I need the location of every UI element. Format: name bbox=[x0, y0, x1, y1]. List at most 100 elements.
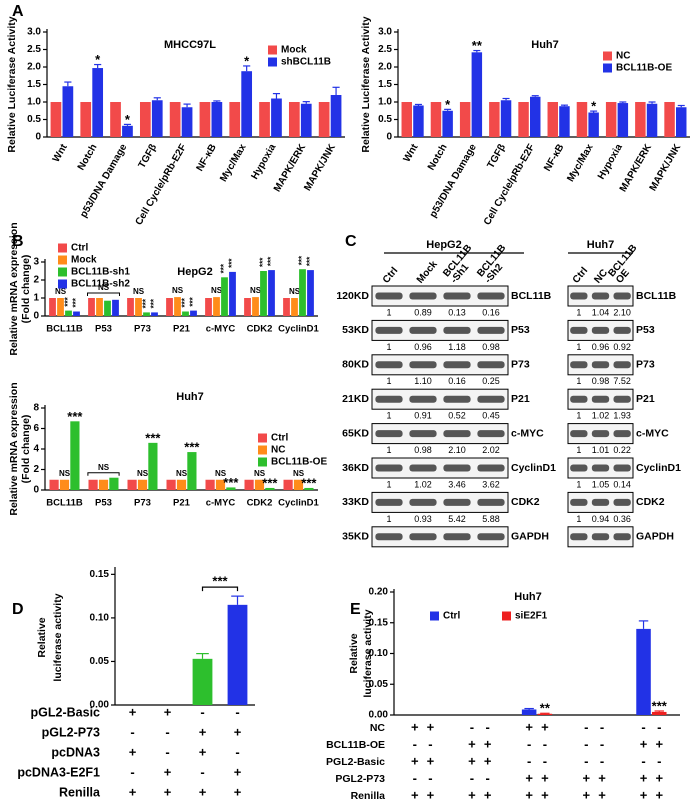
y-axis-label: (Fold change) bbox=[20, 415, 32, 484]
condition-mark: - bbox=[600, 719, 604, 734]
y-axis-label: luciferase activity bbox=[362, 609, 374, 697]
chart-title: Huh7 bbox=[531, 39, 559, 51]
bar bbox=[221, 277, 228, 316]
quantification: 1 bbox=[386, 411, 391, 421]
y-tick-label: 0 bbox=[386, 132, 392, 143]
band bbox=[613, 464, 631, 472]
bar bbox=[137, 479, 148, 490]
quantification: 1 bbox=[386, 376, 391, 386]
y-tick-label: 3.0 bbox=[27, 27, 41, 38]
band bbox=[591, 498, 610, 506]
quantification: 0.98 bbox=[414, 445, 432, 455]
bar bbox=[73, 311, 80, 316]
quantification: 1.18 bbox=[448, 342, 466, 352]
band bbox=[409, 326, 437, 334]
band bbox=[591, 395, 610, 403]
bar bbox=[166, 298, 173, 316]
band bbox=[477, 292, 505, 300]
condition-mark: - bbox=[657, 753, 661, 768]
band bbox=[613, 361, 631, 369]
bar bbox=[182, 311, 189, 316]
bar bbox=[605, 102, 617, 137]
condition-mark: - bbox=[527, 736, 531, 751]
significance: NS bbox=[137, 469, 149, 478]
quantification: 0.25 bbox=[482, 376, 500, 386]
bar bbox=[676, 107, 687, 137]
y-tick-label: 2.5 bbox=[27, 44, 41, 55]
x-tick-label: P21 bbox=[173, 498, 191, 509]
bar bbox=[127, 479, 137, 490]
band bbox=[570, 395, 588, 403]
significance: * bbox=[445, 97, 451, 112]
bar bbox=[636, 628, 651, 715]
bar bbox=[176, 479, 187, 490]
protein-label: P53 bbox=[511, 324, 530, 336]
condition-mark: - bbox=[235, 744, 239, 759]
y-tick-label: 1.0 bbox=[378, 97, 392, 108]
bar bbox=[229, 102, 241, 137]
condition-mark: - bbox=[584, 736, 588, 751]
significance: * bbox=[125, 112, 131, 127]
y-tick-label: 0 bbox=[33, 485, 39, 496]
quantification: 5.42 bbox=[448, 514, 466, 524]
quantification: 1 bbox=[386, 342, 391, 352]
band bbox=[443, 464, 471, 472]
bar bbox=[226, 487, 236, 490]
protein-label: P21 bbox=[511, 393, 530, 405]
y-axis-label: (Fold change) bbox=[20, 255, 32, 324]
condition-mark: + bbox=[541, 787, 549, 800]
condition-name: pGL2-Basic bbox=[31, 705, 101, 719]
quantification: 0.94 bbox=[592, 514, 610, 524]
band bbox=[613, 326, 631, 334]
comparison-label: *** bbox=[212, 574, 228, 589]
quantification: 0.52 bbox=[448, 411, 466, 421]
condition-mark: + bbox=[129, 744, 137, 759]
y-tick-label: 4 bbox=[33, 444, 39, 455]
group-annotation: NS bbox=[98, 463, 110, 472]
legend-swatch bbox=[268, 45, 277, 55]
band bbox=[591, 533, 610, 541]
legend-swatch bbox=[258, 457, 267, 467]
bar bbox=[205, 298, 212, 316]
y-tick-label: 0 bbox=[33, 311, 39, 322]
y-tick-label: 0.5 bbox=[378, 114, 392, 125]
condition-mark: + bbox=[640, 787, 648, 800]
bar bbox=[109, 477, 119, 490]
band bbox=[570, 292, 588, 300]
x-tick-label: CDK2 bbox=[247, 324, 273, 335]
condition-name: NC bbox=[370, 722, 386, 734]
bar bbox=[244, 479, 254, 490]
legend-label: Ctrl bbox=[443, 611, 460, 622]
size-label: 21KD bbox=[342, 393, 369, 405]
condition-mark: - bbox=[641, 719, 645, 734]
condition-mark: - bbox=[130, 764, 134, 779]
blot-box bbox=[371, 285, 509, 307]
band bbox=[613, 498, 631, 506]
condition-mark: - bbox=[600, 736, 604, 751]
bar bbox=[299, 269, 306, 316]
bar bbox=[646, 103, 658, 137]
bar bbox=[192, 658, 213, 705]
bar bbox=[664, 102, 675, 137]
bar bbox=[151, 312, 158, 316]
lane-label-line: Ctrl bbox=[571, 265, 591, 285]
condition-mark: - bbox=[600, 753, 604, 768]
bar bbox=[500, 100, 512, 137]
x-tick-label: NF-κB bbox=[195, 142, 219, 173]
band bbox=[591, 326, 610, 334]
bar bbox=[304, 487, 314, 490]
legend-swatch bbox=[58, 243, 67, 253]
bar bbox=[401, 102, 412, 137]
quantification: 1 bbox=[386, 307, 391, 317]
condition-mark: + bbox=[541, 770, 549, 785]
y-tick-label: 3.0 bbox=[378, 27, 392, 38]
legend-label: BCL11B-OE bbox=[616, 63, 672, 74]
bar bbox=[122, 125, 133, 137]
panel-label: C bbox=[345, 233, 357, 250]
x-tick-label: CyclinD1 bbox=[278, 324, 319, 335]
bar bbox=[148, 442, 158, 490]
quantification: 0.36 bbox=[613, 514, 631, 524]
bar bbox=[307, 270, 314, 316]
bar bbox=[459, 102, 471, 137]
